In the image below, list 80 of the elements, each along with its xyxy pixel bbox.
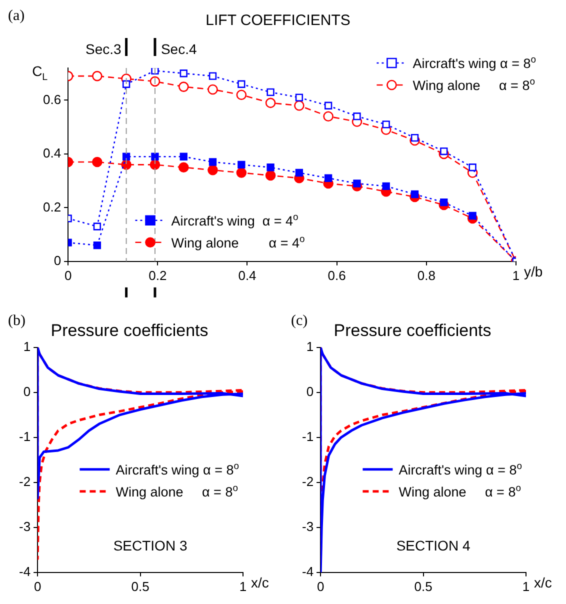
y-tick-label: 0.2 [42, 199, 62, 214]
point [266, 164, 274, 172]
ref-line-label: Sec.4 [160, 41, 197, 57]
point [294, 100, 304, 111]
point [178, 162, 189, 173]
y-tick-label: 0 [23, 384, 31, 399]
point [238, 160, 246, 169]
point [410, 190, 419, 198]
point [208, 72, 217, 80]
point [151, 152, 159, 160]
x-tick-label: 0.4 [238, 268, 256, 283]
y-tick-label: -2 [302, 474, 314, 489]
annotation: SECTION 3 [113, 537, 188, 554]
point [208, 158, 217, 166]
point [178, 82, 189, 92]
text: (a) [8, 8, 25, 24]
y-tick-label: -4 [302, 564, 314, 579]
y-tick-label: -4 [18, 564, 31, 579]
x-axis-title: x/c [534, 574, 552, 590]
x-tick-label: 0.6 [328, 268, 346, 283]
y-tick-label: -1 [18, 428, 31, 444]
y-tick-label: 0 [54, 252, 62, 268]
x-axis-title: x/c [251, 574, 269, 590]
point [353, 112, 361, 120]
point [440, 198, 448, 206]
point [208, 164, 218, 176]
x-tick-label: 1 [239, 578, 247, 594]
point [93, 241, 102, 250]
point [266, 88, 274, 96]
point [353, 180, 361, 188]
point [265, 170, 276, 181]
point [122, 80, 130, 88]
point [236, 90, 247, 100]
y-tick-label: 0 [306, 384, 314, 399]
point [92, 156, 102, 168]
point [382, 182, 390, 190]
point [93, 222, 102, 230]
x-axis-title: y/b [524, 263, 543, 280]
point [324, 102, 332, 110]
y-tick-label: 1 [23, 338, 31, 354]
point [382, 120, 390, 128]
point [323, 111, 334, 122]
x-tick-label: 0.5 [414, 578, 432, 594]
ref-line-label: Sec.3 [86, 41, 122, 57]
point [440, 147, 448, 156]
point [180, 152, 188, 160]
point [324, 174, 332, 182]
x-tick-label: 0 [64, 268, 72, 283]
y-tick-label: -2 [18, 474, 31, 489]
y-tick-label: 0.4 [42, 146, 62, 161]
point [208, 84, 218, 95]
point [150, 76, 160, 87]
y-tick-label: -3 [18, 518, 31, 534]
point [236, 168, 247, 178]
point [92, 70, 102, 82]
chart-title: LIFT COEFFICIENTS [206, 12, 350, 30]
point [180, 70, 188, 78]
x-tick-label: 0.5 [131, 578, 150, 594]
y-tick-label: -3 [302, 518, 314, 534]
x-tick-label: 1 [522, 578, 530, 594]
point [265, 98, 276, 108]
y-tick-label: -1 [302, 428, 314, 444]
x-tick-label: 0 [316, 578, 324, 594]
chart-title: Pressure coefficients [334, 320, 492, 340]
y-tick-label: 0.6 [42, 92, 62, 107]
point [122, 152, 130, 160]
annotation: SECTION 4 [396, 537, 470, 554]
point [295, 168, 304, 177]
x-tick-label: 1 [512, 268, 520, 283]
x-tick-label: 0.2 [148, 268, 167, 283]
point [295, 94, 304, 102]
x-tick-label: 0.8 [417, 268, 436, 283]
point [410, 134, 419, 142]
text: (b) [8, 313, 26, 329]
chart-title: Pressure coefficients [50, 320, 208, 340]
y-tick-label: 1 [306, 338, 314, 354]
text: (c) [291, 313, 308, 329]
point [468, 212, 476, 220]
point [238, 80, 246, 88]
point [468, 164, 476, 172]
